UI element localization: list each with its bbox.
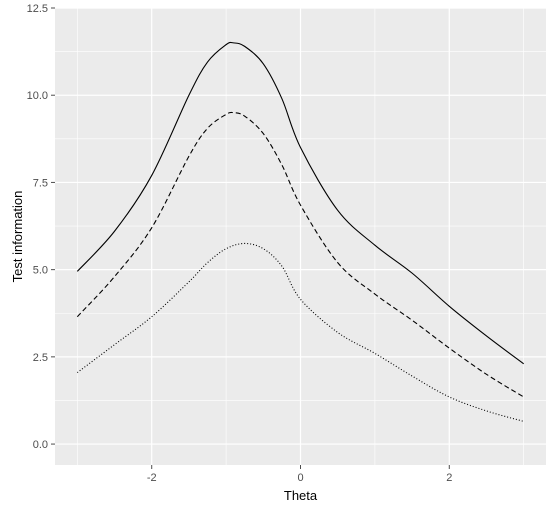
y-tick-label: 2.5 xyxy=(33,352,48,364)
x-tick-label: 2 xyxy=(446,472,452,484)
series-line-solid xyxy=(76,41,525,365)
grid-lines xyxy=(55,7,546,465)
axes: -2 0 2 0.0 2.5 5.0 7.5 10.0 12.5 xyxy=(27,3,453,484)
y-axis-title: Test information xyxy=(10,191,25,283)
series-lines xyxy=(76,41,525,422)
series-line-dashed xyxy=(76,111,524,398)
x-tick-label: 0 xyxy=(297,472,303,484)
y-tick-label: 7.5 xyxy=(33,177,48,189)
y-tick-label: 5.0 xyxy=(33,265,48,277)
y-tick-label: 10.0 xyxy=(27,90,48,102)
x-tick-label: -2 xyxy=(147,472,157,484)
y-tick-label: 0.0 xyxy=(33,439,48,451)
y-tick-label: 12.5 xyxy=(27,3,48,15)
x-axis-title: Theta xyxy=(284,488,318,503)
